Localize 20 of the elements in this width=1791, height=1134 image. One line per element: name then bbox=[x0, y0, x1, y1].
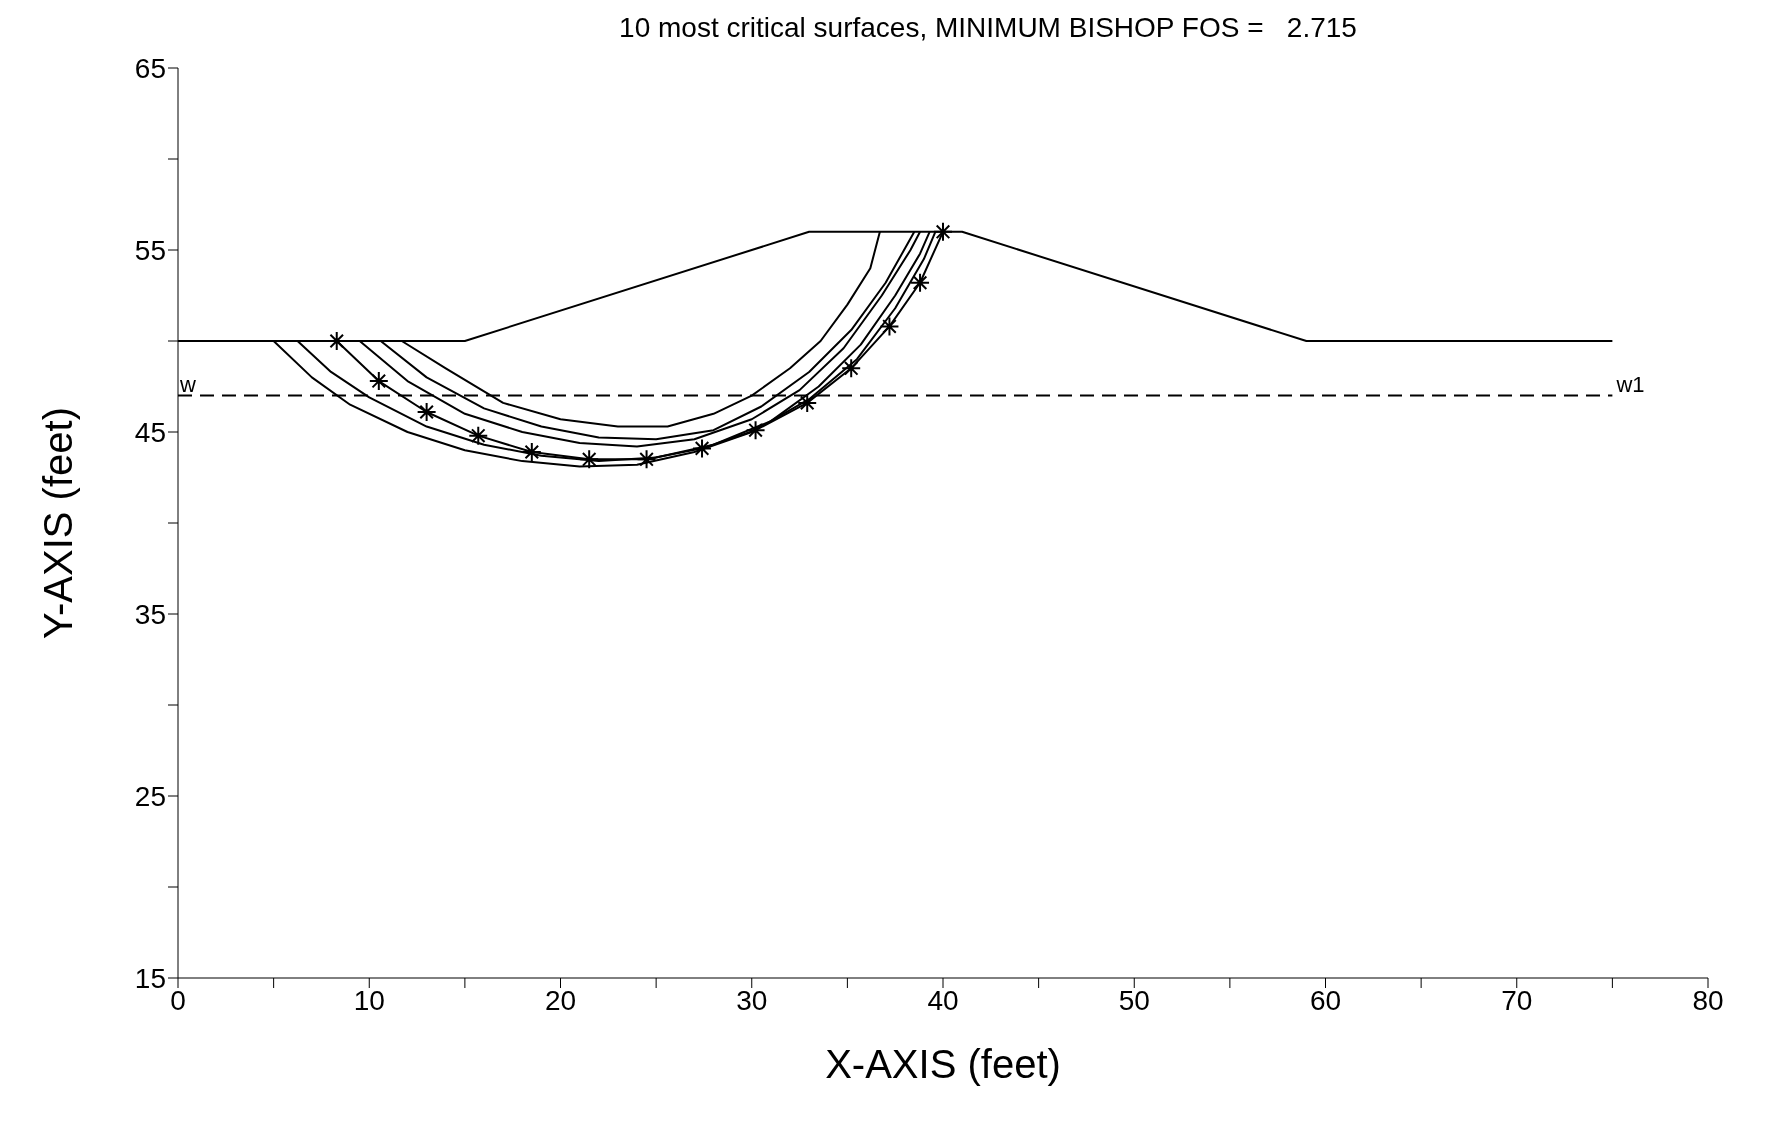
y-tick-label: 45 bbox=[134, 416, 166, 448]
y-tick-label: 15 bbox=[134, 962, 166, 994]
x-axis-title: X-AXIS (feet) bbox=[825, 1042, 1061, 1086]
x-tick-label: 50 bbox=[1118, 984, 1150, 1016]
annotation: w bbox=[179, 371, 196, 397]
x-tick-label: 20 bbox=[544, 984, 577, 1016]
chart-title: 10 most critical surfaces, MINIMUM BISHOP FOS = 2.715 bbox=[618, 11, 1358, 45]
x-tick-label: 80 bbox=[1692, 984, 1724, 1016]
x-tick-label: 0 bbox=[170, 984, 186, 1016]
x-tick-label: 30 bbox=[736, 984, 768, 1016]
y-axis-title: Y-AXIS (feet) bbox=[36, 407, 81, 639]
annotation: w1 bbox=[1615, 371, 1645, 397]
x-tick-label: 40 bbox=[927, 984, 959, 1016]
x-tick-label: 70 bbox=[1501, 984, 1533, 1016]
y-tick-label: 35 bbox=[134, 598, 166, 630]
y-tick-label: 55 bbox=[134, 234, 166, 266]
y-tick-label: 65 bbox=[134, 52, 166, 84]
x-tick-label: 60 bbox=[1309, 984, 1342, 1016]
x-tick-label: 10 bbox=[353, 984, 385, 1016]
y-tick-label: 25 bbox=[134, 780, 166, 812]
